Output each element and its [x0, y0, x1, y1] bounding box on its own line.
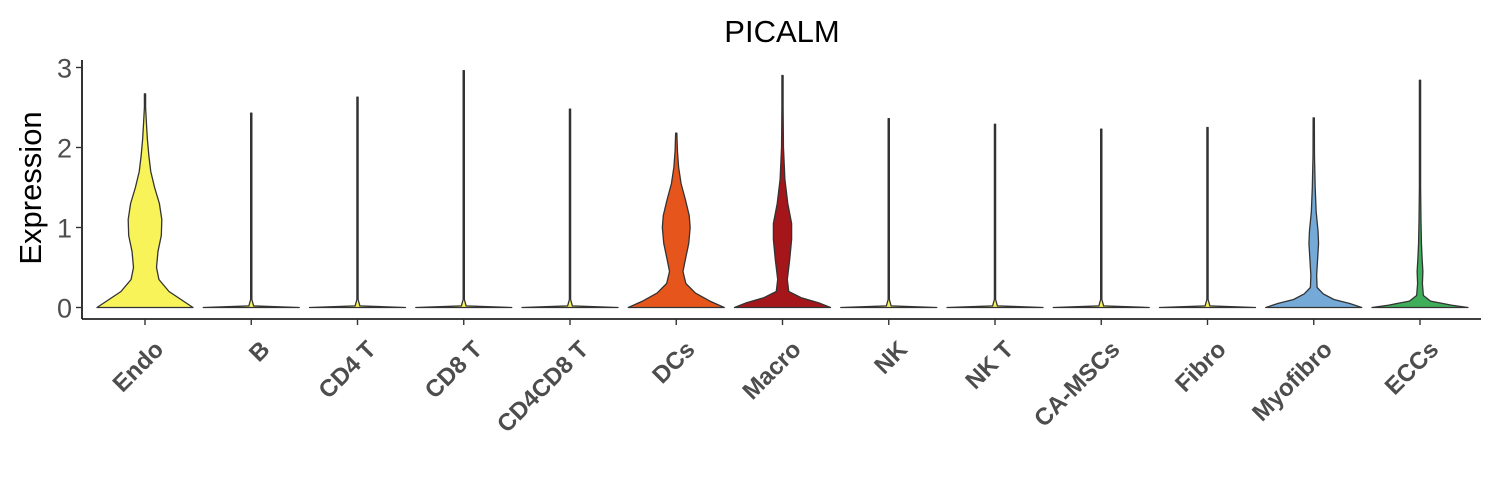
x-tick-label: CD4CD8 T — [492, 336, 594, 438]
violin-cd4cd8-t — [521, 108, 619, 309]
violin-nk — [840, 118, 938, 309]
x-tick-label: B — [244, 336, 275, 367]
violin-cd4-t — [308, 96, 407, 309]
axes-layer — [81, 60, 1481, 320]
y-axis-label: Expression — [13, 111, 48, 264]
x-tick-label: ECCs — [1380, 336, 1444, 400]
x-tick-label: Macro — [738, 336, 807, 405]
x-tick-label: DCs — [647, 336, 700, 389]
violin-dcs — [627, 132, 725, 309]
x-ticks: Endo B CD4 T CD8 T CD4CD8 T DCs Macro NK NK T CA-… — [108, 319, 1444, 438]
y-tick-label: 3 — [57, 54, 72, 84]
x-tick-label: CD8 T — [420, 336, 488, 404]
violin-b — [202, 112, 300, 309]
x-tick-label: Fibro — [1170, 336, 1232, 398]
y-tick-label: 0 — [57, 294, 72, 324]
violin-cd8-t — [415, 70, 513, 309]
violin-eccs — [1371, 79, 1469, 309]
x-tick-label: NK T — [960, 336, 1019, 395]
violins-layer — [96, 70, 1469, 309]
violin-nk-t — [946, 123, 1044, 309]
y-tick-label: 1 — [57, 214, 72, 244]
x-tick-label: Myofibro — [1247, 336, 1338, 427]
x-tick-label: NK — [869, 336, 913, 380]
violin-myofibro — [1265, 117, 1363, 309]
violin-ca-mscs — [1052, 128, 1150, 309]
y-ticks: 0 1 2 3 — [57, 54, 82, 324]
x-tick-label: CA-MSCs — [1029, 336, 1125, 432]
chart-title: PICALM — [724, 14, 839, 49]
violin-fibro — [1158, 126, 1257, 309]
violin-endo — [96, 93, 194, 309]
x-tick-label: CD4 T — [313, 336, 381, 404]
y-tick-label: 2 — [57, 134, 72, 164]
x-tick-label: Endo — [108, 336, 170, 398]
violin-macro — [733, 74, 832, 309]
